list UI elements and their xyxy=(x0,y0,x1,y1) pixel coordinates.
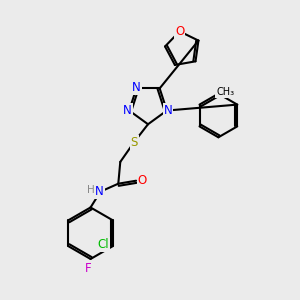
Text: F: F xyxy=(85,262,92,275)
Text: O: O xyxy=(137,174,147,187)
Text: H: H xyxy=(87,184,94,195)
Text: Cl: Cl xyxy=(97,238,109,250)
Text: O: O xyxy=(175,25,184,38)
Text: N: N xyxy=(95,185,104,198)
Text: N: N xyxy=(132,81,141,94)
Text: CH₃: CH₃ xyxy=(216,87,234,97)
Text: S: S xyxy=(130,136,138,148)
Text: N: N xyxy=(164,104,172,117)
Text: N: N xyxy=(123,104,132,117)
